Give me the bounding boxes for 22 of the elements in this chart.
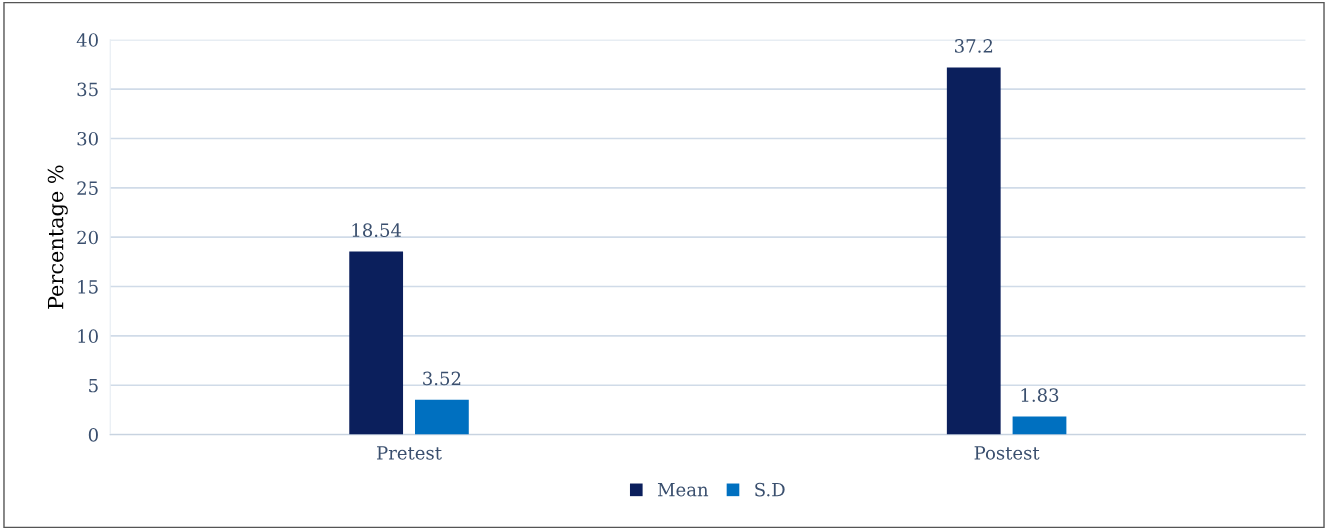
x-tick-label: Pretest (377, 446, 442, 460)
y-tick-label: 35 (77, 82, 98, 97)
y-tick-label: 0 (88, 428, 98, 442)
legend-label: Mean (657, 482, 709, 497)
bar (1012, 416, 1067, 435)
y-axis-title: Percentage % (47, 165, 68, 309)
y-tick-label: 40 (76, 33, 98, 47)
bar (946, 67, 1001, 435)
y-tick-label: 25 (77, 181, 98, 195)
y-tick-label: 30 (77, 131, 98, 146)
bar (415, 399, 469, 435)
y-tick-label: 5 (89, 378, 98, 393)
data-label: 37.2 (955, 39, 993, 53)
y-tick-label: 20 (77, 230, 98, 245)
legend-label: S.D (755, 482, 785, 497)
data-label: 1.83 (1021, 388, 1059, 402)
data-label: 3.52 (423, 371, 461, 386)
data-label: 18.54 (352, 223, 402, 237)
y-tick-label: 10 (78, 329, 98, 343)
x-tick-label: Postest (974, 446, 1040, 460)
bar (349, 251, 404, 435)
y-tick-label: 15 (78, 279, 98, 294)
